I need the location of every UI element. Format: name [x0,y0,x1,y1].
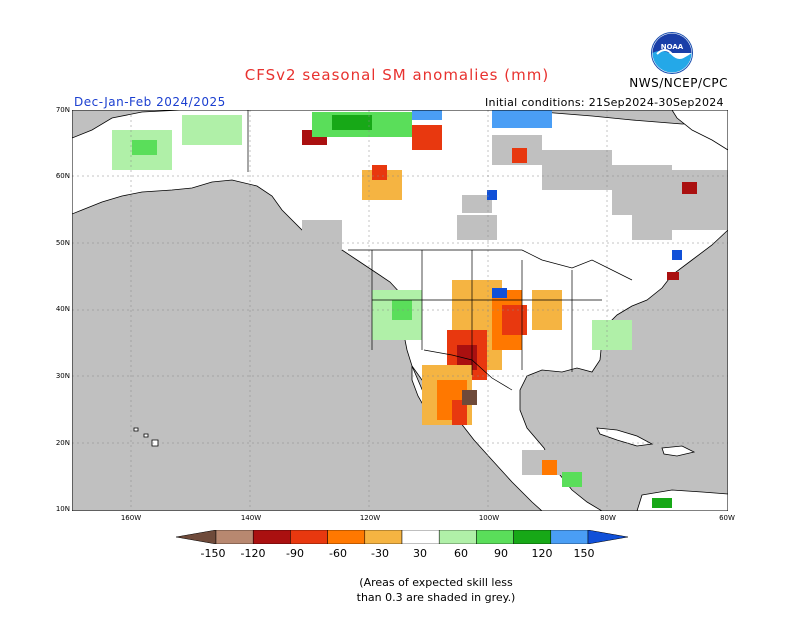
lon-label-140w: 140W [240,514,262,522]
lat-label-20n: 20N [55,439,70,447]
lat-label-50n: 50N [55,239,70,247]
color-legend [176,530,628,544]
noaa-logo-icon: NOAA [651,32,693,74]
legend-box-1 [215,530,254,544]
legend-label-1: -150 [200,547,226,560]
lon-label-120w: 120W [359,514,381,522]
low-skill-shading [72,135,728,475]
note-line-2: than 0.3 are shaded in grey.) [356,591,516,604]
lat-label-10n: 10N [55,505,70,513]
season-label: Dec-Jan-Feb 2024/2025 [74,95,226,109]
political-borders [247,110,633,391]
lon-label-100w: 100W [478,514,500,522]
lat-label-40n: 40N [55,305,70,313]
note-line-1: (Areas of expected skill less [359,576,513,589]
map-title: CFSv2 seasonal SM anomalies (mm) [244,66,550,84]
legend-label-3: -90 [286,547,304,560]
lon-label-60w: 60W [719,514,735,522]
legend-box-4 [327,530,366,544]
svg-text:NOAA: NOAA [661,43,684,51]
legend-box-5 [364,530,403,544]
legend-arrow-left [176,530,217,544]
legend-label-4: -60 [329,547,347,560]
land-masses [72,110,728,511]
agency-label: NWS/NCEP/CPC [629,76,728,90]
legend-label-2: -120 [240,547,266,560]
legend-arrow-right [587,530,628,544]
legend-label-7: 60 [454,547,468,560]
legend-box-8 [476,530,514,544]
legend-label-9: 120 [531,547,553,560]
anomaly-wet-pixels [112,110,682,508]
legend-box-10 [550,530,589,544]
legend-label-5: -30 [371,547,389,560]
legend-label-8: 90 [494,547,508,560]
legend-box-3 [290,530,328,544]
legend-label-6: 30 [413,547,427,560]
lon-label-80w: 80W [600,514,616,522]
graticule [72,110,728,511]
lon-label-160w: 160W [120,514,142,522]
lat-label-30n: 30N [55,372,70,380]
initial-conditions-label: Initial conditions: 21Sep2024-30Sep2024 [485,96,724,109]
anomaly-dry-pixels [302,125,697,475]
legend-box-9 [513,530,552,544]
lat-label-70n: 70N [55,106,70,114]
legend-label-10: 150 [573,547,595,560]
legend-box-6 [401,530,440,544]
legend-box-2 [252,530,291,544]
legend-box-7 [438,530,477,544]
soil-moisture-anomaly-map [72,110,728,511]
lat-label-60n: 60N [55,172,70,180]
